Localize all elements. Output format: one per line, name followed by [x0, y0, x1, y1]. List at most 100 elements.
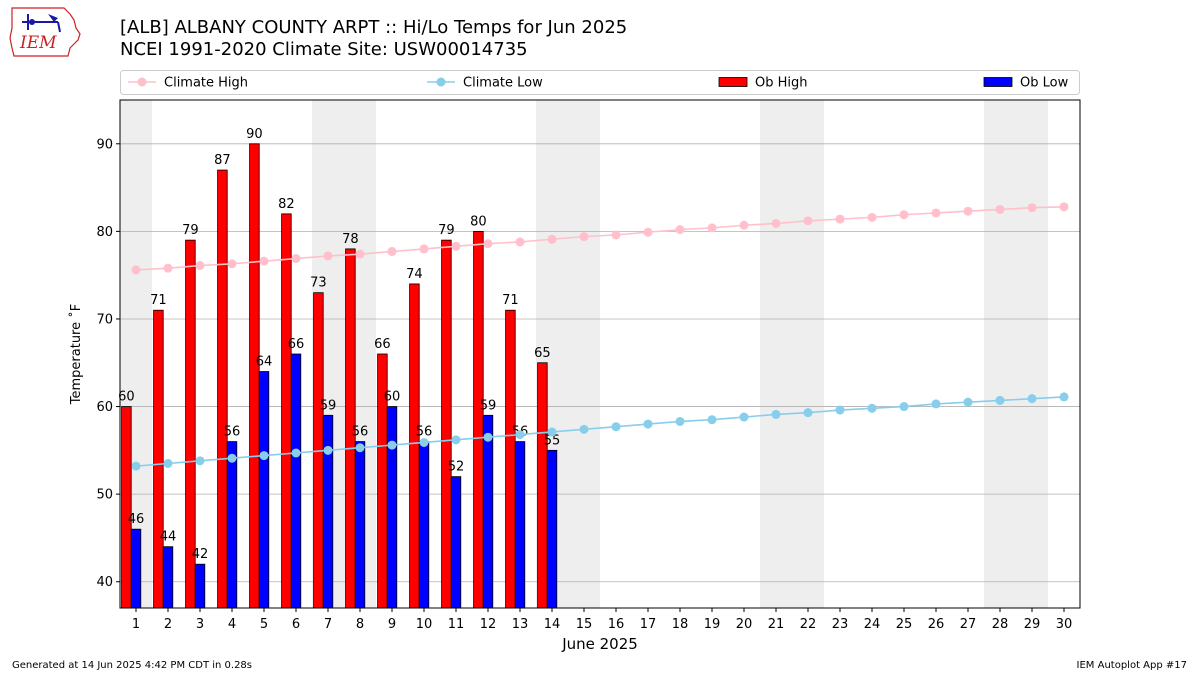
x-tick-label: 7	[324, 617, 332, 632]
climate-low-point	[931, 399, 941, 409]
ob-low-bar-label: 56	[416, 425, 433, 440]
ob-high-bar-label: 82	[278, 197, 295, 212]
climate-high-line	[135, 206, 1065, 271]
x-tick-label: 19	[704, 617, 721, 632]
legend-climate-high-marker	[137, 77, 147, 87]
ob-low-bar	[546, 449, 558, 609]
climate-low-point	[803, 408, 813, 418]
climate-low-point	[963, 397, 973, 407]
ob-high-bar-label: 66	[374, 337, 391, 352]
climate-low-point	[1059, 392, 1069, 402]
climate-high-point	[195, 261, 205, 271]
ob-high-bar	[441, 239, 452, 609]
y-tick-label: 90	[96, 137, 113, 152]
ob-high-bar-label: 80	[470, 214, 487, 229]
climate-high-point	[803, 216, 813, 226]
ob-high-bar	[281, 213, 292, 609]
ob-high-bar	[121, 406, 132, 609]
ob-high-bar-label: 71	[502, 293, 519, 308]
ob-low-bar	[514, 441, 526, 609]
climate-low-point	[1027, 394, 1037, 404]
ob-low-bar	[354, 441, 366, 609]
ob-low-bar	[322, 414, 334, 609]
legend: Climate High Climate Low Ob High Ob Low	[120, 70, 1080, 95]
climate-low-point	[451, 435, 461, 445]
ob-high-bar-label: 79	[182, 223, 199, 238]
x-axis-label: June 2025	[561, 635, 638, 653]
chart-subtitle: NCEI 1991-2020 Climate Site: USW00014735	[120, 39, 528, 60]
ob-low-bar	[450, 476, 462, 609]
climate-low-point	[291, 448, 301, 458]
ob-low-bar	[258, 371, 270, 609]
x-tick-label: 10	[416, 617, 433, 632]
ob-low-bar-label: 59	[480, 398, 497, 413]
legend-ob-low-label: Ob Low	[1020, 76, 1069, 91]
climate-low-point	[835, 405, 845, 415]
x-tick-label: 18	[672, 617, 689, 632]
climate-low-point	[739, 412, 749, 422]
climate-high-point	[835, 214, 845, 224]
x-tick-label: 4	[228, 617, 236, 632]
climate-low-point	[323, 445, 333, 455]
x-tick-label: 5	[260, 617, 268, 632]
x-tick-label: 23	[832, 617, 849, 632]
ob-high-bar	[473, 230, 484, 609]
climate-low-point	[227, 453, 237, 463]
ob-high-bar	[409, 283, 420, 609]
climate-low-point	[387, 440, 397, 450]
legend-climate-low-marker	[436, 77, 446, 87]
ob-low-bar-label: 56	[224, 425, 241, 440]
climate-high-point	[323, 251, 333, 261]
x-tick-label: 3	[196, 617, 204, 632]
weekend-band	[760, 100, 792, 608]
y-tick-label: 70	[96, 312, 113, 327]
ob-high-bar-label: 73	[310, 276, 327, 291]
y-tick-label: 40	[96, 575, 113, 590]
ob-low-bar	[226, 441, 238, 609]
ob-low-bar	[482, 414, 494, 609]
logo-text: IEM	[19, 33, 57, 53]
ob-low-bar-label: 52	[448, 460, 465, 475]
ob-low-bar-label: 60	[384, 390, 401, 405]
climate-high-point	[643, 227, 653, 237]
climate-lines	[131, 202, 1069, 471]
gridlines	[120, 143, 1080, 583]
legend-climate-high-label: Climate High	[164, 76, 248, 91]
x-tick-label: 21	[768, 617, 785, 632]
ob-high-bar-label: 79	[438, 223, 455, 238]
x-tick-label: 2	[164, 617, 172, 632]
climate-high-point	[131, 265, 141, 275]
climate-low-point	[419, 437, 429, 447]
climate-low-point	[995, 395, 1005, 405]
ob-low-bar	[418, 441, 430, 609]
ob-high-bar-label: 78	[342, 232, 359, 247]
climate-high-point	[227, 259, 237, 269]
x-tick-label: 13	[512, 617, 529, 632]
weekend-band	[568, 100, 600, 608]
legend-ob-high-swatch	[718, 77, 748, 87]
x-tick-label: 26	[928, 617, 945, 632]
y-tick-label: 80	[96, 225, 113, 240]
weekend-band	[984, 100, 1016, 608]
x-tick-label: 8	[356, 617, 364, 632]
plot-frame	[119, 99, 1081, 609]
climate-high-point	[451, 241, 461, 251]
climate-high-point	[355, 249, 365, 259]
x-tick-label: 6	[292, 617, 300, 632]
climate-low-point	[611, 422, 621, 432]
x-tick-label: 15	[576, 617, 593, 632]
climate-low-point	[163, 458, 173, 468]
ob-high-bar-label: 90	[246, 127, 263, 142]
ob-high-bar-label: 74	[406, 267, 423, 282]
ob-high-bar-label: 60	[118, 390, 135, 405]
climate-high-point	[771, 218, 781, 228]
iem-logo: IEM	[9, 7, 81, 57]
ob-low-bar-label: 56	[352, 425, 369, 440]
x-tick-label: 1	[132, 617, 140, 632]
ob-low-bar-label: 44	[160, 530, 177, 545]
climate-high-point	[931, 208, 941, 218]
x-tick-label: 9	[388, 617, 396, 632]
ob-low-bar-label: 46	[128, 512, 145, 527]
ob-low-bar-label: 64	[256, 355, 273, 370]
climate-high-point	[739, 220, 749, 230]
